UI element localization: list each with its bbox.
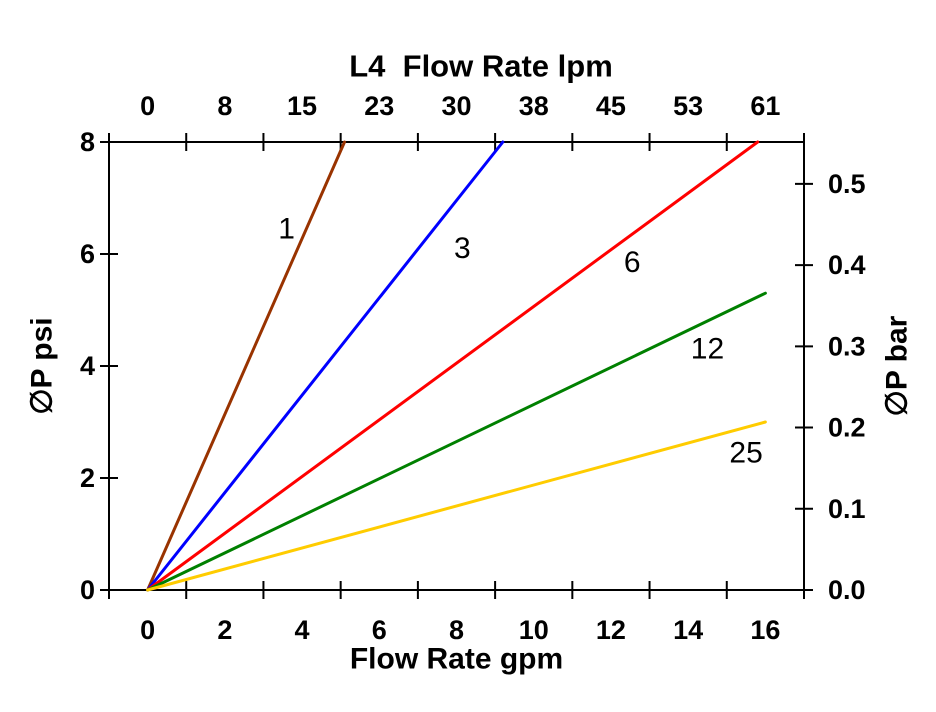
series-label-3: 3 bbox=[454, 232, 471, 265]
x-axis-title-bottom: Flow Rate gpm bbox=[350, 643, 563, 676]
x-top-label-15: 15 bbox=[287, 91, 317, 121]
axis-tick-labels: 0 2 4 6 8 10 12 14 160 8 15 23 30 38 45 53 61024680.00.1… bbox=[80, 91, 866, 645]
y-right-label-0.4: 0.4 bbox=[828, 250, 866, 280]
series-line-3 bbox=[146, 140, 505, 592]
chart-title-top: L4 Flow Rate lpm bbox=[349, 49, 613, 84]
x-top-label-30: 30 bbox=[441, 91, 471, 121]
series-label-1: 1 bbox=[278, 212, 295, 245]
x-bottom-label-4: 4 bbox=[295, 615, 310, 645]
series-line-6 bbox=[146, 140, 760, 592]
axis-ticks bbox=[100, 133, 813, 599]
x-bottom-label-0: 0 bbox=[140, 615, 155, 645]
x-top-label-8: 8 bbox=[217, 91, 232, 121]
series-line-25 bbox=[146, 420, 767, 592]
y-right-label-0.1: 0.1 bbox=[828, 494, 866, 524]
series-lines bbox=[146, 140, 767, 592]
series-labels: 1 3 6 12 25 bbox=[278, 212, 763, 469]
y-left-label-6: 6 bbox=[80, 239, 95, 269]
series-line-12 bbox=[146, 291, 767, 592]
x-top-label-23: 23 bbox=[364, 91, 394, 121]
y-right-label-0.2: 0.2 bbox=[828, 413, 866, 443]
x-bottom-label-6: 6 bbox=[372, 615, 387, 645]
x-top-label-0: 0 bbox=[140, 91, 155, 121]
x-bottom-label-2: 2 bbox=[217, 615, 232, 645]
x-bottom-label-12: 12 bbox=[596, 615, 626, 645]
y-left-label-2: 2 bbox=[80, 463, 95, 493]
y-right-label-0.0: 0.0 bbox=[828, 575, 866, 605]
x-top-label-61: 61 bbox=[750, 91, 780, 121]
x-top-label-53: 53 bbox=[673, 91, 703, 121]
y-axis-title-left: ∅P psi bbox=[26, 317, 59, 414]
series-label-6: 6 bbox=[624, 246, 641, 279]
y-left-label-0: 0 bbox=[80, 575, 95, 605]
y-right-label-0.5: 0.5 bbox=[828, 169, 866, 199]
y-axis-title-right: ∅P bar bbox=[881, 315, 914, 416]
y-left-label-4: 4 bbox=[80, 351, 95, 381]
y-right-label-0.3: 0.3 bbox=[828, 331, 866, 361]
x-bottom-label-16: 16 bbox=[750, 615, 780, 645]
series-label-12: 12 bbox=[691, 333, 724, 366]
x-bottom-label-10: 10 bbox=[519, 615, 549, 645]
plot-border bbox=[108, 141, 805, 591]
x-top-label-38: 38 bbox=[519, 91, 549, 121]
series-line-1 bbox=[146, 140, 347, 592]
y-left-label-8: 8 bbox=[80, 127, 95, 157]
x-bottom-label-8: 8 bbox=[449, 615, 464, 645]
x-bottom-label-14: 14 bbox=[673, 615, 703, 645]
x-top-label-45: 45 bbox=[596, 91, 626, 121]
series-label-25: 25 bbox=[729, 436, 762, 469]
